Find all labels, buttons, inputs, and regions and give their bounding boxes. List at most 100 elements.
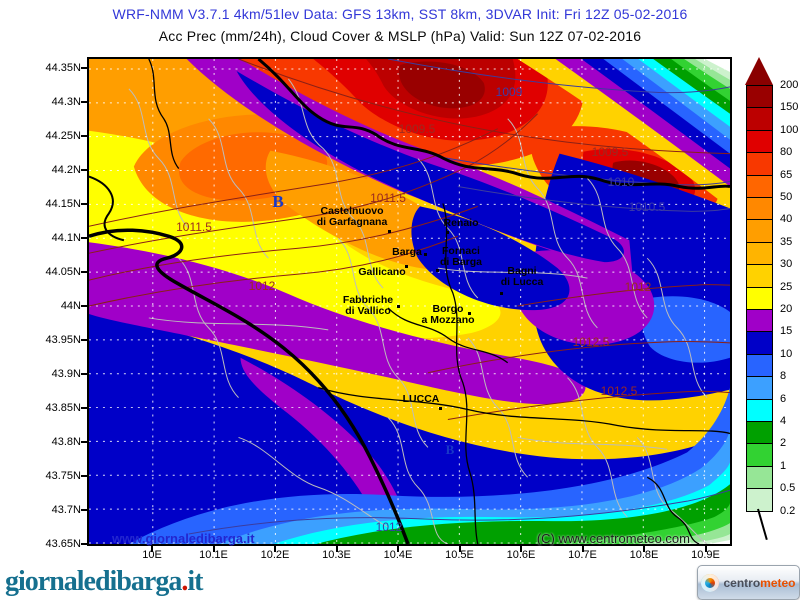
low-pressure-center: B <box>272 192 284 211</box>
lon-tick-label: 10.9E <box>691 549 720 561</box>
legend-color-band <box>746 85 773 109</box>
legend-color-band <box>746 197 773 221</box>
lat-tick-label: 44.3N <box>51 96 81 108</box>
low-pressure-center: B <box>445 442 455 457</box>
centrometeo-logo[interactable]: centrometeo <box>697 565 800 600</box>
place-label: Bagni di Lucca <box>500 265 544 288</box>
lon-tick-label: 10.4E <box>383 549 413 561</box>
legend-value-label: 200 <box>780 79 799 91</box>
watermark-centrometeo: (C) www.centrometeo.com <box>536 531 690 546</box>
map-frame <box>87 57 732 546</box>
lat-tick-mark <box>81 305 88 307</box>
legend-color-band <box>746 219 773 243</box>
giornaledibarga-logo[interactable]: giornaledibarga.it <box>5 566 203 598</box>
legend-value-label: 15 <box>780 325 793 338</box>
lat-tick-mark <box>81 543 88 545</box>
lon-tick-label: 10.3E <box>322 549 351 561</box>
legend-color-band <box>746 309 773 333</box>
legend-color-band <box>746 443 773 467</box>
legend-value-label: 80 <box>780 146 793 159</box>
lat-tick-mark <box>81 67 88 69</box>
legend-value-label: 6 <box>780 392 787 405</box>
lat-tick-label: 43.9N <box>51 368 81 380</box>
lon-tick-label: 10.2E <box>260 549 290 561</box>
place-marker-dot <box>446 231 449 234</box>
lat-tick-mark <box>81 203 88 205</box>
legend-color-band <box>746 376 773 400</box>
lat-tick-label: 44.25N <box>45 130 81 142</box>
legend-color-band <box>746 331 773 355</box>
lat-tick-mark <box>81 339 88 341</box>
logo-meteo-text: meteo <box>760 575 796 590</box>
lat-tick-mark <box>81 101 88 103</box>
legend-value-label: 25 <box>780 280 793 293</box>
lat-tick-label: 44.2N <box>51 164 81 176</box>
lat-tick-label: 43.8N <box>51 436 81 448</box>
legend-color-band <box>746 129 773 154</box>
isobar-value-label: 1012 <box>375 520 403 534</box>
lon-tick-mark <box>397 546 399 552</box>
precipitation-map-canvas <box>89 59 730 544</box>
lat-tick-label: 43.95N <box>45 334 81 346</box>
lat-tick-label: 44.1N <box>51 232 81 244</box>
legend-color-band <box>746 421 773 445</box>
place-marker-dot <box>439 407 442 410</box>
legend-value-label: 0.5 <box>780 482 796 495</box>
lon-tick-mark <box>335 546 338 552</box>
place-label: Castelnuovo di Garfagnana <box>316 205 388 228</box>
isobar-value-label: 1011.5 <box>176 220 212 234</box>
isobar-value-label: 1009.5 <box>398 122 436 136</box>
lat-tick-label: 43.75N <box>45 470 81 482</box>
place-marker-dot <box>397 305 400 308</box>
lat-tick-mark <box>81 407 88 409</box>
legend-color-band <box>746 465 773 490</box>
coastline <box>89 175 410 544</box>
legend-color-band <box>746 241 773 266</box>
logo-centro-text: centro <box>723 575 761 590</box>
legend-value-label: 1 <box>780 459 787 472</box>
isobar-value-label: 1010.5 <box>628 200 666 214</box>
lon-tick-mark <box>704 546 707 552</box>
legend-value-label: 0.2 <box>780 504 796 517</box>
legend-value-label: 2 <box>780 437 787 450</box>
lat-tick-mark <box>81 169 88 171</box>
logo-main-text: giornaledibarga <box>5 566 182 597</box>
legend-color-band <box>746 353 773 378</box>
isobar-value-label: 1012.5 <box>572 335 610 349</box>
lat-tick-mark <box>81 373 88 375</box>
model-run-title: WRF-NMM V3.7.1 4km/51lev Data: GFS 13km,… <box>112 6 688 22</box>
lat-tick-label: 44.15N <box>45 198 81 210</box>
lat-tick-mark <box>81 135 88 137</box>
lon-tick-label: 10.1E <box>199 549 228 561</box>
legend-overflow-arrow <box>745 57 773 85</box>
precip-fill-regions <box>89 59 730 544</box>
lon-tick-label: 10.8E <box>629 549 659 561</box>
logo-tld-text: it <box>187 566 203 597</box>
field-valid-title: Acc Prec (mm/24h), Cloud Cover & MSLP (h… <box>158 28 642 44</box>
lat-tick-label: 43.65N <box>45 538 81 550</box>
place-label: LUCCA <box>402 393 440 405</box>
lat-tick-mark <box>81 441 88 443</box>
lon-tick-label: 10E <box>142 549 162 561</box>
legend-value-label: 150 <box>780 101 799 114</box>
isobar-value-label: 1012 <box>248 279 276 293</box>
place-label: Gallicano <box>358 266 406 278</box>
lat-tick-label: 43.85N <box>45 402 81 414</box>
lat-tick-label: 44.05N <box>45 266 81 278</box>
place-marker-dot <box>424 253 427 256</box>
place-marker-dot <box>405 265 408 268</box>
legend-value-label: 65 <box>780 168 793 181</box>
isobar-value-label: 1012.5 <box>600 384 638 398</box>
place-label: Borgo a Mozzano <box>421 303 475 326</box>
lon-tick-mark <box>458 546 461 552</box>
lon-tick-mark <box>274 546 276 552</box>
place-marker-dot <box>436 269 439 272</box>
legend-color-band <box>746 174 773 198</box>
isobar-value-label: 1009 <box>495 85 523 99</box>
isobar-lines <box>89 59 730 535</box>
place-marker-dot <box>388 230 391 233</box>
legend-value-label: 30 <box>780 258 793 271</box>
legend-value-label: 40 <box>780 213 793 226</box>
legend-value-label: 10 <box>780 347 793 360</box>
